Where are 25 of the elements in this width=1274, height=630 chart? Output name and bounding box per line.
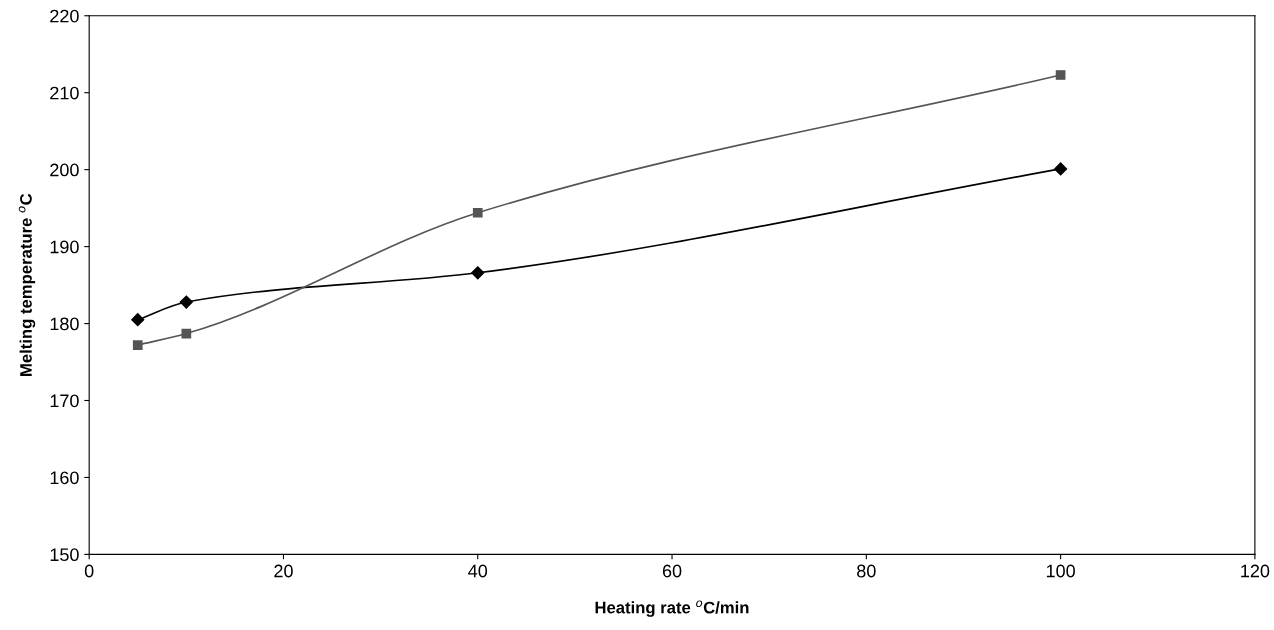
y-tick-label: 160 xyxy=(50,471,79,485)
point xyxy=(1054,162,1068,176)
y-tick-label: 150 xyxy=(50,548,79,562)
x-tick-label: 60 xyxy=(662,564,682,578)
x-tick-label: 0 xyxy=(84,564,94,578)
y-tick-label: 190 xyxy=(50,240,79,254)
y-axis-title: Melting temperature $^{o}$C xyxy=(18,193,36,376)
x-tick-label: 20 xyxy=(274,564,293,578)
point xyxy=(181,328,192,339)
point xyxy=(1055,70,1066,80)
y-tick-label: 180 xyxy=(50,317,79,331)
y-tick-label: 200 xyxy=(50,163,79,177)
point xyxy=(179,295,193,309)
y-tick-label: 220 xyxy=(50,9,79,23)
point xyxy=(131,313,145,327)
x-tick-label: 40 xyxy=(468,564,488,578)
y-tick-label: 170 xyxy=(50,394,79,408)
y-tick-label: 210 xyxy=(50,86,79,100)
x-axis-title: Heating rate $^{o}$C/min xyxy=(595,600,749,617)
x-tick-label: 100 xyxy=(1046,564,1075,578)
point xyxy=(132,340,143,350)
point xyxy=(472,207,483,218)
x-tick-label: 80 xyxy=(857,564,876,578)
point xyxy=(471,266,485,280)
x-tick-label: 120 xyxy=(1241,564,1270,578)
